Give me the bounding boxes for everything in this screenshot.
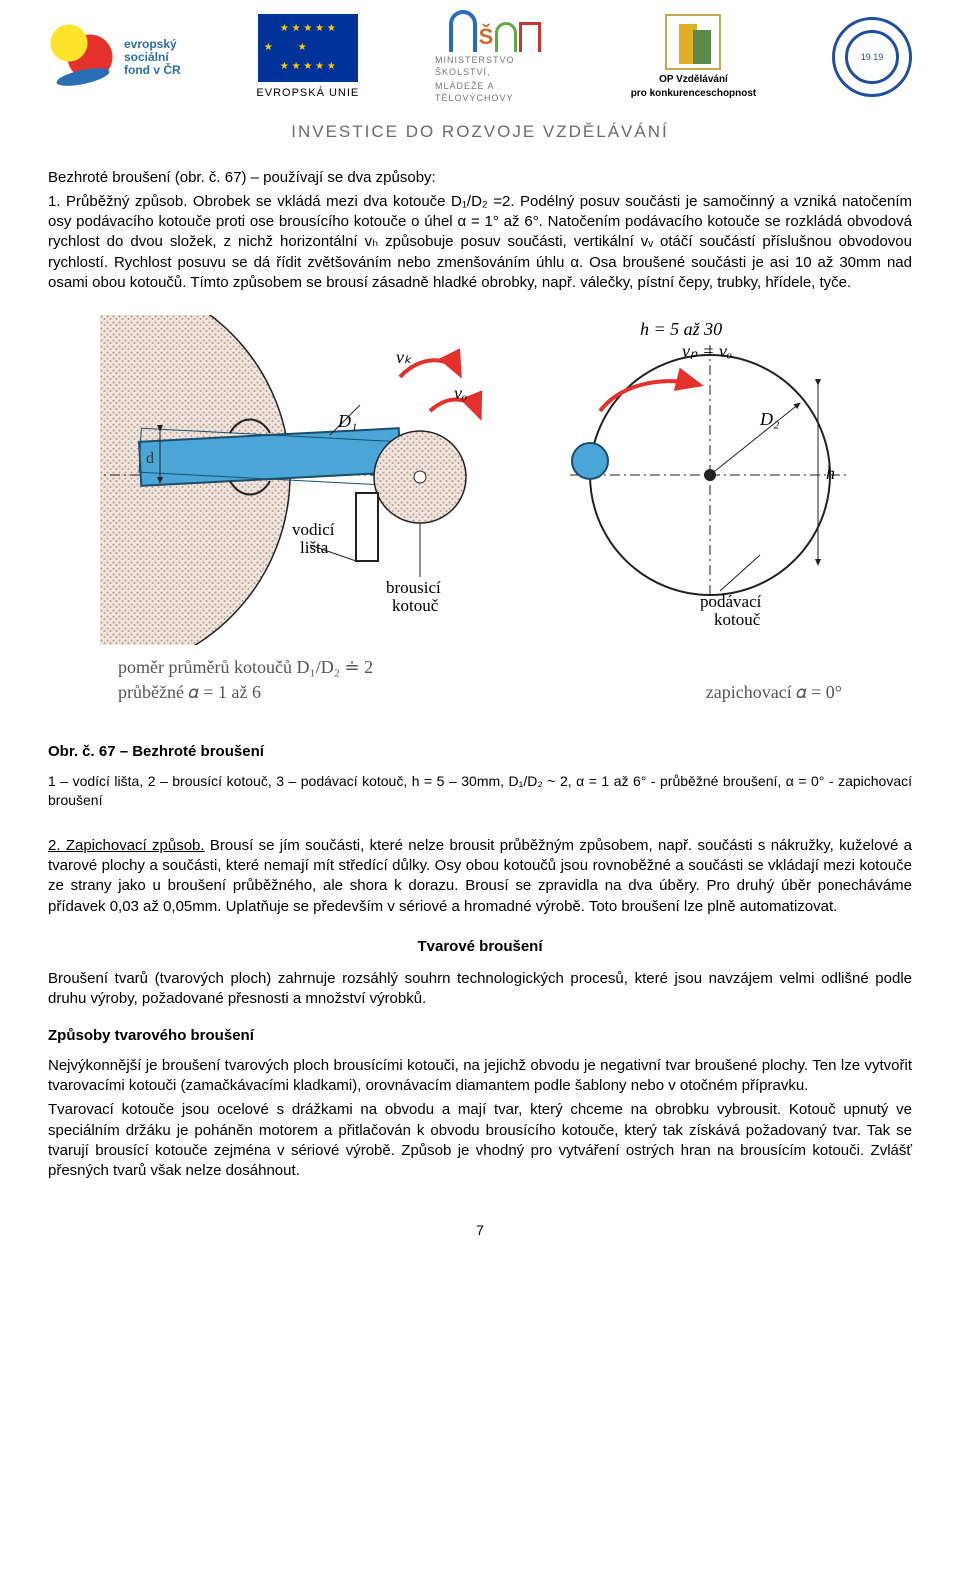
opvk-logo: OP Vzdělávání pro konkurenceschopnost bbox=[631, 14, 757, 100]
esf-logo: evropský sociální fond v ČR bbox=[48, 22, 181, 92]
page-number: 7 bbox=[48, 1221, 912, 1240]
figure-caption: Obr. č. 67 – Bezhroté broušení bbox=[48, 742, 912, 762]
p1-body: 1. Průběžný způsob. Obrobek se vkládá me… bbox=[48, 192, 912, 293]
lbl-d2: D₂ bbox=[759, 409, 779, 429]
p5: Tvarovací kotouče jsou ocelové s drážkam… bbox=[48, 1100, 912, 1181]
esf-logo-text: evropský sociální fond v ČR bbox=[124, 38, 181, 78]
lbl-podavaci: podávací bbox=[700, 592, 762, 611]
lbl-vpvo: vₚ = vₒ bbox=[682, 341, 732, 361]
esf-line2: sociální bbox=[124, 51, 181, 64]
fig-bl2: průběžné 𝛼 = 1 až 6 bbox=[118, 680, 373, 704]
heading-tvarove: Tvarové broušení bbox=[48, 937, 912, 957]
p1-title: Bezhroté broušení (obr. č. 67) – používa… bbox=[48, 169, 436, 186]
lbl-kotouc2: kotouč bbox=[714, 610, 761, 629]
lbl-kotouc: kotouč bbox=[392, 596, 439, 615]
msmt-glyph-icon: Š bbox=[449, 10, 542, 52]
lbl-h530: h = 5 až 30 bbox=[640, 319, 722, 339]
figure-67: d vodicí lišta D₁ vₖ vₒ brousicí bbox=[48, 315, 912, 704]
figure-67-svg: d vodicí lišta D₁ vₖ vₒ brousicí bbox=[100, 315, 860, 645]
opvk-logo-mark bbox=[665, 14, 721, 70]
opvk-line2: pro konkurenceschopnost bbox=[631, 87, 757, 101]
fig-bl1: poměr průměrů kotoučů D₁/D₂ ≐ 2 bbox=[118, 655, 373, 679]
header-logos: evropský sociální fond v ČR ★ ★ EVROPSKÁ… bbox=[48, 0, 912, 111]
invest-tagline: INVESTICE DO ROZVOJE VZDĚLÁVÁNÍ bbox=[48, 111, 912, 168]
lbl-h: h bbox=[826, 463, 835, 483]
eu-logo: ★ ★ EVROPSKÁ UNIE bbox=[256, 14, 359, 101]
esf-line3: fond v ČR bbox=[124, 64, 181, 77]
lbl-vo: vₒ bbox=[454, 383, 467, 403]
lbl-vodici: vodicí bbox=[292, 520, 335, 539]
opvk-line1: OP Vzdělávání bbox=[659, 73, 728, 87]
lbl-d1: D₁ bbox=[337, 411, 357, 431]
esf-logo-mark bbox=[48, 22, 118, 92]
figure-legend: 1 – vodící lišta, 2 – brousící kotouč, 3… bbox=[48, 772, 912, 810]
eu-flag-icon: ★ ★ bbox=[258, 14, 358, 82]
lbl-brousici: brousicí bbox=[386, 578, 441, 597]
section-2: 2. Zapichovací způsob. Brousí se jím sou… bbox=[48, 836, 912, 917]
p3: Broušení tvarů (tvarových ploch) zahrnuj… bbox=[48, 969, 912, 1010]
msmt-line1: MINISTERSTVO ŠKOLSTVÍ, bbox=[435, 54, 555, 78]
lbl-d: d bbox=[146, 450, 154, 467]
eu-label: EVROPSKÁ UNIE bbox=[256, 86, 359, 101]
section-1: Bezhroté broušení (obr. č. 67) – používa… bbox=[48, 168, 912, 294]
msmt-logo: Š MINISTERSTVO ŠKOLSTVÍ, MLÁDEŽE A TĚLOV… bbox=[435, 10, 555, 105]
msmt-line2: MLÁDEŽE A TĚLOVÝCHOVY bbox=[435, 80, 555, 104]
p2-title: 2. Zapichovací způsob. bbox=[48, 837, 205, 854]
fig-br: zapichovací 𝛼 = 0° bbox=[706, 680, 842, 704]
esf-line1: evropský bbox=[124, 38, 181, 51]
subheading-zpusoby: Způsoby tvarového broušení bbox=[48, 1026, 912, 1046]
gear-logo: 19 19 bbox=[832, 17, 912, 97]
gear-year: 19 19 bbox=[861, 51, 884, 63]
figure-bottom-captions: poměr průměrů kotoučů D₁/D₂ ≐ 2 průběžné… bbox=[100, 651, 860, 704]
lbl-vk: vₖ bbox=[396, 347, 412, 367]
lbl-lista: lišta bbox=[300, 538, 329, 557]
gear-icon: 19 19 bbox=[845, 30, 899, 84]
p4: Nejvýkonnější je broušení tvarových ploc… bbox=[48, 1056, 912, 1097]
